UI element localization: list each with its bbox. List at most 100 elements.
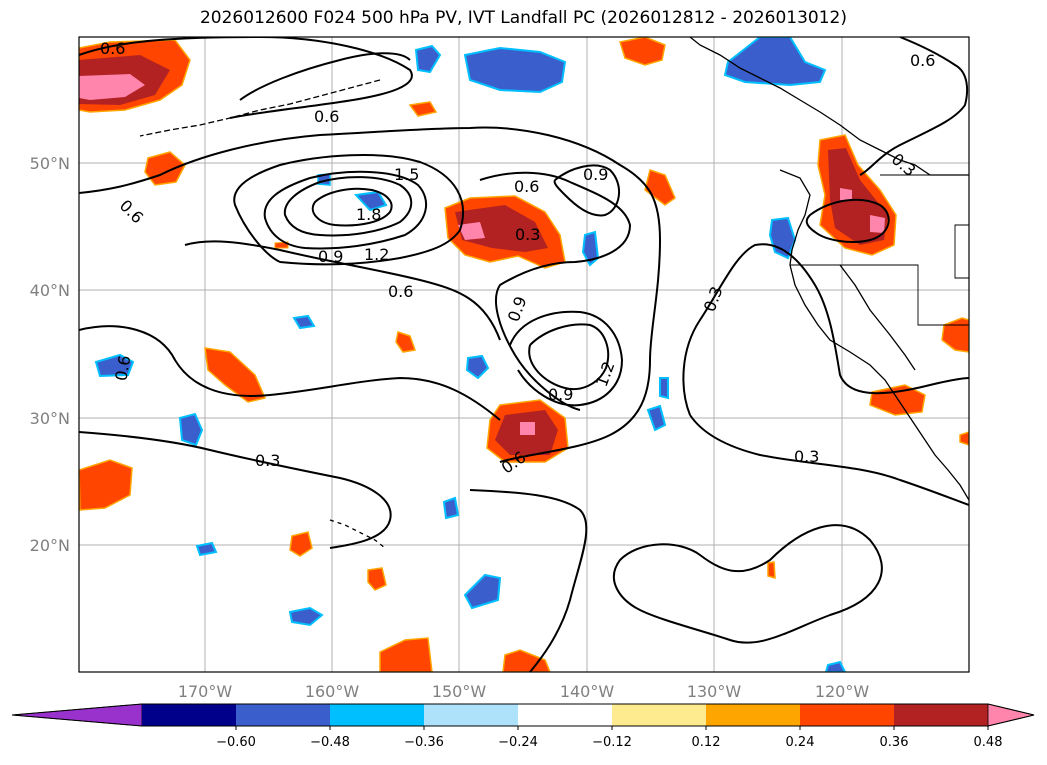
colorbar-swatch xyxy=(142,704,237,726)
colorbar-swatch xyxy=(518,704,613,726)
lon-label-160w: 160°W xyxy=(305,682,360,701)
ivt-neg-blob-1 xyxy=(463,46,567,94)
ivt-positive-regions xyxy=(79,37,969,672)
colorbar-swatch xyxy=(706,704,801,726)
pv-contour-1.2-south xyxy=(528,323,610,390)
coastline-hawaii xyxy=(329,519,386,549)
ivt-blob-tiny xyxy=(767,561,776,580)
lat-label-50n: 50°N xyxy=(30,154,70,173)
ivt-blob-east-edge-2 xyxy=(959,431,969,446)
map-plot-area: 0.6 0.6 0.6 0.6 0.6 0.6 0.6 0.9 0.9 0.9 … xyxy=(79,37,969,672)
ivt-blob-bottom-1 xyxy=(379,637,433,672)
pv-contour-0.3-west xyxy=(79,431,392,549)
colorbar-swatch xyxy=(612,704,707,726)
contour-label: 1.2 xyxy=(364,245,389,264)
pv-contour-1.8 xyxy=(311,187,393,227)
contour-label: 0.6 xyxy=(910,51,935,70)
ivt-blob-central-north xyxy=(444,195,566,269)
pv-contour-0.6-north xyxy=(79,37,413,119)
border-states xyxy=(790,264,969,326)
ivt-blob-small-4 xyxy=(408,101,438,117)
colorbar-tick-label: −0.48 xyxy=(310,735,350,750)
ivt-neg-blob-10 xyxy=(292,314,316,330)
lon-label-120w: 120°W xyxy=(815,682,870,701)
ivt-blob-small-3 xyxy=(367,567,387,591)
border-box xyxy=(954,224,969,279)
contour-label: 1.5 xyxy=(394,165,419,184)
lon-label-130w: 130°W xyxy=(687,682,742,701)
pv-contour-0.6-north-inner xyxy=(239,52,411,101)
contour-label: 0.6 xyxy=(314,107,339,126)
ivt-neg-blob-17 xyxy=(824,660,847,672)
lon-label-170w: 170°W xyxy=(178,682,233,701)
pv-contour-0.9-c xyxy=(553,164,620,217)
coastline-aleutians xyxy=(139,79,381,137)
ivt-neg-blob-8 xyxy=(465,354,490,380)
colorbar-tick-label: 0.48 xyxy=(974,735,1003,750)
pv-contours xyxy=(79,37,969,672)
latitude-labels: 50°N 40°N 30°N 20°N xyxy=(30,154,70,555)
pv-contour-0.6-west xyxy=(79,325,501,421)
ivt-neg-blob-9 xyxy=(353,190,388,212)
colorbar: −0.60 −0.48 −0.36 −0.24 −0.12 0.12 0.24 0.36 0.4… xyxy=(11,703,1035,750)
ivt-neg-blob-7 xyxy=(178,412,204,447)
ivt-blob-central-south xyxy=(486,399,569,463)
colorbar-swatch xyxy=(894,704,989,726)
lon-label-150w: 150°W xyxy=(432,682,487,701)
lat-label-20n: 20°N xyxy=(30,536,70,555)
colorbar-outline xyxy=(11,703,1035,727)
pv-contour-0.3-south xyxy=(469,489,588,672)
pv-contour-0.9-a xyxy=(233,153,465,266)
colorbar-tick-label: −0.36 xyxy=(404,735,444,750)
borders xyxy=(790,174,969,326)
ivt-neg-blob-11 xyxy=(646,404,667,432)
ivt-blob-pacific-nw xyxy=(817,134,897,256)
ivt-blob-west-2 xyxy=(204,347,267,403)
contour-label: 0.6 xyxy=(111,354,134,382)
pv-contour-0.3-east xyxy=(682,243,969,416)
ivt-blob-bottom-2 xyxy=(502,649,551,672)
contour-label: 0.3 xyxy=(515,225,540,244)
contour-label: 0.9 xyxy=(548,385,573,404)
ivt-blob-small-2 xyxy=(289,531,313,557)
colorbar-swatch xyxy=(424,704,519,726)
coastline-baja xyxy=(839,264,916,371)
colorbar-swatch xyxy=(800,704,895,726)
lat-label-30n: 30°N xyxy=(30,409,70,428)
contour-label: 0.6 xyxy=(514,177,539,196)
colorbar-swatch xyxy=(236,704,331,726)
ivt-neg-blob-3 xyxy=(414,44,442,74)
coastlines xyxy=(139,37,969,549)
pv-contour-0.6-ne xyxy=(859,37,969,176)
ivt-neg-blob-15 xyxy=(288,606,324,627)
contour-label: 0.6 xyxy=(100,39,125,58)
pv-contour-0.6-outer xyxy=(79,126,662,463)
ivt-neg-blob-12 xyxy=(659,377,669,400)
pv-contour-0.6-pnw xyxy=(805,198,890,243)
colorbar-tick-label: 0.36 xyxy=(880,735,909,750)
contour-label: 0.9 xyxy=(318,247,343,266)
map-title: 2026012600 F024 500 hPa PV, IVT Landfall… xyxy=(199,8,847,28)
colorbar-tick-label: −0.12 xyxy=(592,735,632,750)
contour-label: 1.8 xyxy=(356,205,381,224)
colorbar-tick-label: 0.24 xyxy=(786,735,815,750)
lat-label-40n: 40°N xyxy=(30,281,70,300)
map-frame xyxy=(78,36,970,673)
colorbar-tick-label: −0.60 xyxy=(216,735,256,750)
longitude-labels: 170°W 160°W 150°W 140°W 130°W 120°W xyxy=(178,682,870,701)
colorbar-extend-low xyxy=(11,703,143,727)
colorbar-swatch xyxy=(330,704,425,726)
ivt-neg-blob-16 xyxy=(195,541,218,557)
pv-contour-1.2 xyxy=(263,170,427,250)
contour-label: 0.3 xyxy=(794,447,819,466)
pv-contour-0.3-se-line xyxy=(689,414,969,506)
ivt-blob-nw-corner xyxy=(79,39,191,113)
lon-label-140w: 140°W xyxy=(560,682,615,701)
ivt-blob-ak-coast xyxy=(619,37,666,66)
coastline-alaska-bc xyxy=(689,37,969,176)
ivt-blob-west-3 xyxy=(79,459,133,511)
ivt-neg-blob-5 xyxy=(581,230,600,267)
colorbar-tick-label: 0.12 xyxy=(692,735,721,750)
colorbar-extend-high xyxy=(987,703,1035,727)
